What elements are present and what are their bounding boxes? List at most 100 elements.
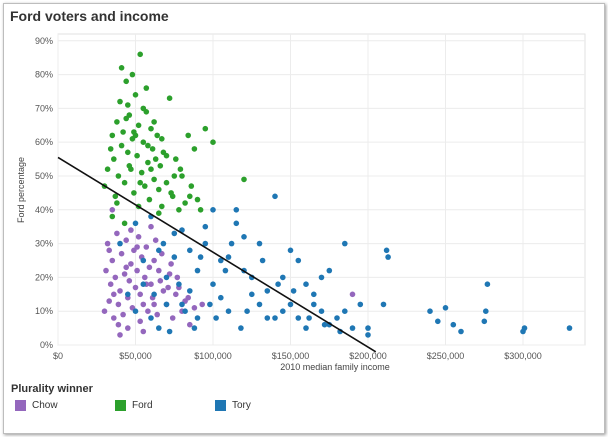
- data-point-ford: [137, 179, 143, 186]
- legend-swatch-ford: [115, 399, 126, 411]
- data-point-ford: [107, 146, 114, 152]
- data-point-tory: [380, 301, 387, 308]
- data-point-tory: [521, 325, 528, 331]
- data-point-tory: [484, 281, 491, 288]
- data-point-chow: [152, 237, 159, 243]
- y-tick-label: 60%: [35, 137, 53, 147]
- data-point-tory: [194, 267, 201, 274]
- data-point-tory: [318, 274, 325, 281]
- y-tick-label: 30%: [35, 239, 53, 249]
- data-point-chow: [156, 267, 162, 274]
- data-point-chow: [114, 230, 120, 237]
- data-point-chow: [106, 247, 112, 254]
- legend-swatch-chow: [15, 399, 26, 411]
- data-point-ford: [132, 92, 139, 98]
- data-point-tory: [342, 240, 348, 247]
- data-point-chow: [104, 240, 111, 247]
- data-point-chow: [174, 274, 181, 281]
- data-point-tory: [357, 301, 364, 308]
- data-point-ford: [156, 186, 162, 193]
- data-point-chow: [140, 301, 147, 308]
- data-point-chow: [128, 261, 134, 267]
- legend-title: Plurality winner: [11, 383, 93, 395]
- data-point-tory: [272, 193, 278, 200]
- data-point-ford: [109, 213, 116, 220]
- x-tick-label: $300,000: [504, 351, 542, 361]
- data-point-ford: [151, 176, 157, 183]
- data-point-tory: [287, 247, 294, 254]
- data-point-tory: [295, 315, 302, 321]
- y-tick-label: 0%: [40, 340, 53, 350]
- data-point-tory: [259, 257, 266, 264]
- data-point-ford: [177, 166, 184, 172]
- data-point-ford: [121, 179, 128, 186]
- data-point-chow: [109, 257, 116, 264]
- data-point-chow: [115, 301, 122, 308]
- data-point-tory: [202, 240, 209, 247]
- data-point-tory: [272, 315, 278, 321]
- x-axis-label: 2010 median family income: [280, 362, 390, 372]
- y-tick-label: 20%: [35, 272, 53, 282]
- data-point-ford: [163, 179, 170, 186]
- data-point-ford: [151, 119, 157, 125]
- data-point-ford: [197, 207, 204, 213]
- data-point-ford: [156, 210, 162, 216]
- legend-item-ford[interactable]: Ford: [115, 399, 153, 411]
- gridlines: [57, 33, 586, 346]
- data-point-ford: [115, 173, 122, 179]
- data-point-ford: [210, 139, 216, 145]
- data-point-tory: [176, 281, 182, 288]
- data-point-ford: [118, 65, 125, 71]
- y-tick-label: 10%: [35, 306, 53, 316]
- y-axis-label: Ford percentage: [16, 157, 26, 223]
- data-point-chow: [142, 274, 148, 281]
- legend-label-chow: Chow: [32, 399, 58, 411]
- x-tick-label: $100,000: [194, 351, 232, 361]
- data-point-ford: [202, 125, 209, 132]
- data-point-ford: [125, 102, 131, 108]
- data-point-chow: [117, 332, 123, 338]
- data-point-ford: [171, 173, 178, 179]
- data-point-tory: [151, 291, 157, 298]
- data-point-chow: [154, 311, 160, 318]
- data-point-tory: [256, 240, 263, 247]
- data-point-ford: [154, 132, 160, 139]
- data-point-tory: [481, 318, 488, 325]
- data-point-chow: [111, 315, 117, 321]
- x-tick-label: $200,000: [349, 351, 387, 361]
- data-point-chow: [148, 223, 154, 230]
- data-point-tory: [256, 301, 263, 308]
- legend-label-ford: Ford: [132, 399, 153, 411]
- data-point-tory: [140, 257, 147, 264]
- data-point-chow: [187, 321, 193, 328]
- data-point-ford: [143, 85, 150, 91]
- data-point-chow: [121, 271, 128, 277]
- x-axis-ticks: $0 $50,000 $100,000 $150,000 $200,000 $250,00…: [53, 351, 542, 361]
- data-point-ford: [157, 163, 164, 169]
- data-point-ford: [182, 200, 188, 206]
- data-point-ford: [163, 152, 170, 159]
- data-point-chow: [137, 318, 143, 325]
- data-point-ford: [145, 159, 151, 166]
- data-point-tory: [365, 325, 371, 331]
- data-point-ford: [123, 78, 129, 85]
- data-point-ford: [117, 98, 123, 105]
- data-point-tory: [311, 291, 317, 298]
- legend-item-chow[interactable]: Chow: [15, 399, 58, 411]
- data-point-ford: [145, 142, 151, 149]
- data-point-tory: [303, 281, 309, 288]
- data-point-tory: [179, 301, 185, 308]
- data-point-tory: [458, 328, 464, 335]
- data-point-ford: [114, 119, 120, 125]
- data-point-tory: [275, 281, 281, 288]
- data-point-tory: [383, 247, 390, 254]
- data-point-chow: [103, 267, 109, 274]
- data-point-tory: [218, 257, 224, 264]
- data-point-tory: [218, 294, 224, 301]
- data-point-chow: [112, 274, 119, 281]
- legend-item-tory[interactable]: Tory: [215, 399, 251, 411]
- data-point-ford: [123, 115, 129, 122]
- data-point-tory: [194, 315, 201, 321]
- data-point-chow: [143, 244, 150, 250]
